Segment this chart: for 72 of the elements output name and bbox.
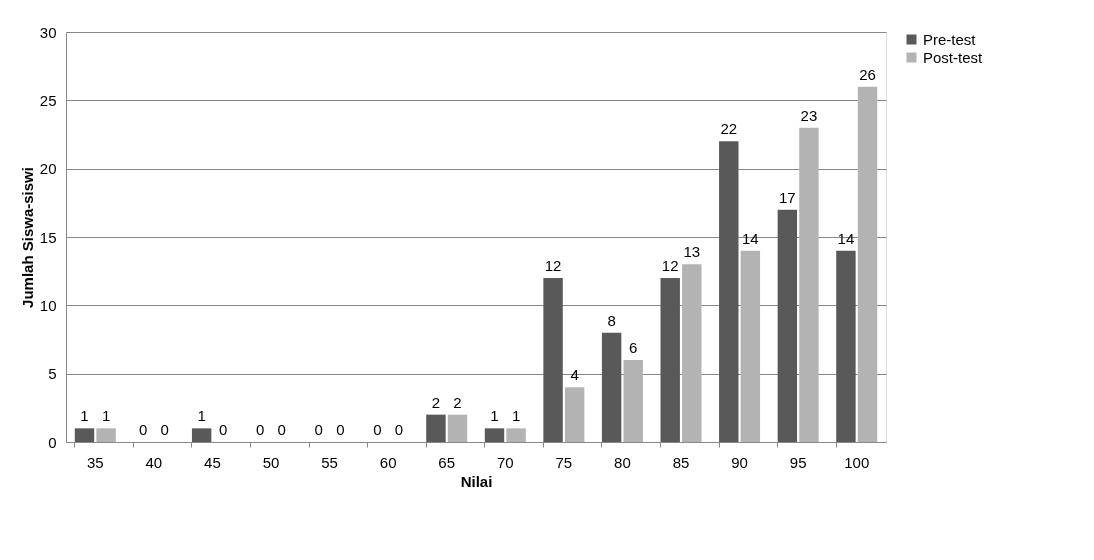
data-label: 1 — [80, 407, 89, 425]
data-label: 0 — [277, 421, 286, 438]
x-tick-label: 40 — [145, 453, 163, 471]
data-label: 8 — [607, 311, 616, 329]
x-tick-label: 50 — [262, 453, 280, 471]
x-tick-label: 45 — [204, 453, 221, 471]
x-tick-label: 95 — [789, 453, 807, 471]
data-label: 1 — [197, 407, 206, 425]
data-label: 12 — [661, 257, 679, 274]
x-tick-label: 65 — [438, 453, 456, 471]
data-label: 22 — [720, 120, 738, 138]
data-label: 6 — [629, 339, 638, 356]
legend-label: Post-test — [923, 48, 984, 66]
data-label: 0 — [336, 421, 345, 438]
data-label: 26 — [859, 65, 876, 83]
data-label: 0 — [160, 421, 169, 438]
y-tick-label: 25 — [39, 91, 57, 109]
data-label: 23 — [800, 106, 818, 124]
x-tick-label: 100 — [844, 453, 870, 471]
bar — [719, 141, 739, 442]
y-axis-title: Jumlah Siswa-siswi — [18, 167, 36, 308]
data-label: 0 — [138, 421, 148, 438]
data-label: 14 — [742, 229, 759, 247]
data-label: 0 — [219, 421, 228, 438]
bar — [799, 127, 819, 442]
bar — [777, 209, 798, 442]
data-label: 1 — [490, 407, 499, 425]
data-label: 13 — [683, 243, 701, 261]
data-label: 0 — [256, 421, 265, 438]
y-tick-label: 0 — [48, 433, 57, 451]
data-label: 1 — [101, 407, 111, 425]
bar — [857, 86, 878, 442]
y-tick-label: 15 — [39, 228, 57, 246]
bar — [74, 428, 95, 442]
y-tick-label: 30 — [39, 23, 57, 41]
data-label: 1 — [511, 407, 521, 425]
bar — [484, 428, 505, 442]
bar — [447, 414, 468, 442]
bar — [682, 264, 702, 442]
x-tick-label: 80 — [614, 453, 631, 471]
bar — [601, 332, 622, 442]
y-tick-label: 10 — [39, 296, 57, 314]
data-label: 0 — [373, 421, 382, 438]
bar — [543, 278, 563, 442]
data-label: 12 — [544, 257, 562, 274]
data-label: 4 — [570, 366, 579, 384]
bar — [740, 250, 761, 442]
x-tick-label: 75 — [555, 453, 573, 471]
x-tick-label: 90 — [731, 453, 748, 471]
y-tick-label: 20 — [39, 160, 57, 178]
data-label: 2 — [431, 393, 441, 411]
data-label: 0 — [394, 421, 404, 438]
bar — [564, 387, 585, 442]
x-tick-label: 85 — [672, 453, 690, 471]
x-axis-title: Nilai — [460, 472, 493, 490]
bar — [623, 360, 643, 442]
bar — [426, 414, 446, 442]
bar — [836, 250, 856, 442]
x-tick-label: 35 — [86, 453, 104, 471]
bar — [191, 428, 212, 442]
bar — [660, 278, 680, 442]
bar — [506, 428, 526, 442]
bar — [96, 428, 116, 442]
y-tick-label: 5 — [48, 365, 57, 383]
data-label: 14 — [837, 229, 855, 247]
x-tick-label: 55 — [321, 453, 338, 471]
data-label: 0 — [314, 421, 323, 438]
data-label: 17 — [779, 188, 796, 206]
x-tick-label: 60 — [379, 453, 397, 471]
x-tick-label: 70 — [496, 453, 514, 471]
data-label: 2 — [453, 393, 462, 411]
legend-label: Pre-test — [923, 30, 977, 48]
